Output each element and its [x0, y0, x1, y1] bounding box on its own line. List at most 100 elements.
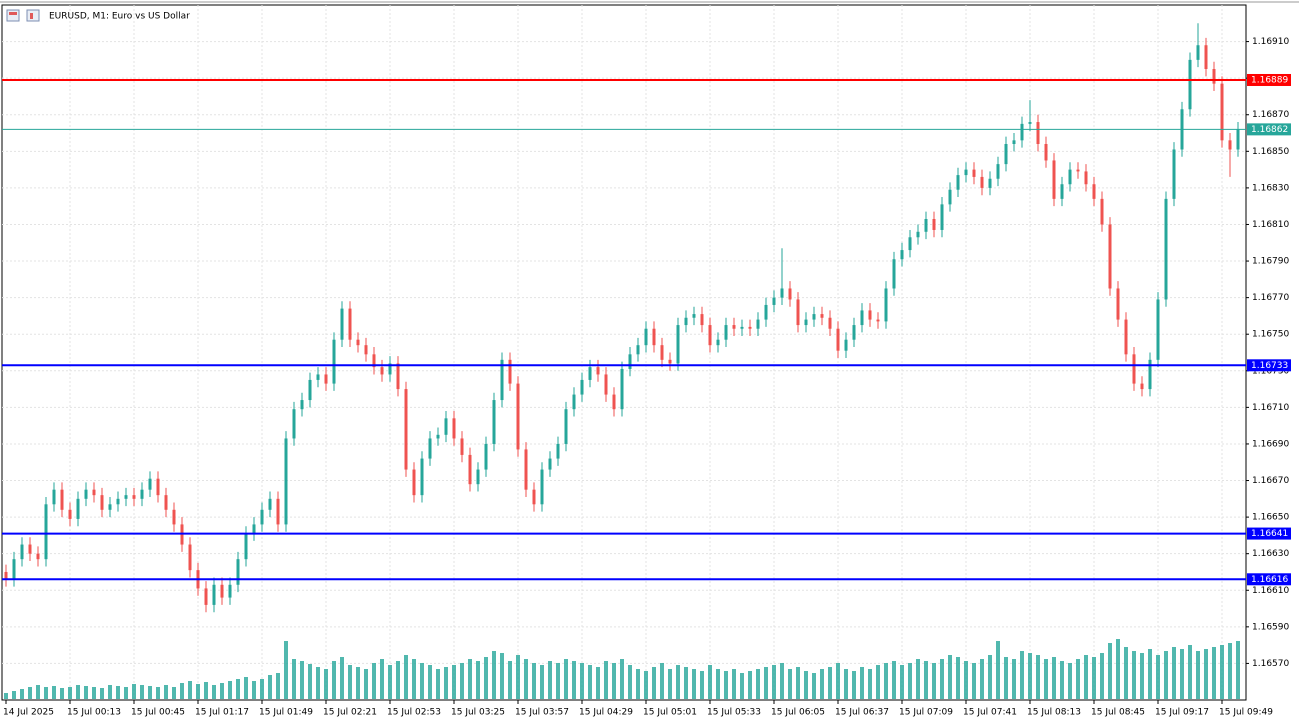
candle-body: [628, 354, 632, 369]
volume-bar: [932, 663, 936, 699]
plot: [2, 5, 1246, 700]
volume-bar: [516, 655, 520, 699]
volume-bar: [1012, 659, 1016, 699]
candle-body: [756, 319, 760, 329]
candle-body: [812, 314, 816, 320]
candle-body: [1068, 169, 1072, 185]
candle-body: [1116, 288, 1120, 320]
icon-part: [9, 12, 17, 15]
candle-body: [140, 489, 144, 499]
volume-bar: [524, 659, 528, 699]
candle-body: [636, 345, 640, 355]
volume-bar: [308, 664, 312, 699]
level-tag: [1247, 527, 1291, 540]
candle-body: [644, 328, 648, 346]
volume-bar: [780, 663, 784, 699]
volume-bar: [12, 691, 16, 699]
candle-body: [1044, 144, 1048, 161]
x-tick-label: 15 Jul 01:49: [259, 708, 313, 718]
candle-body: [620, 368, 624, 410]
volume-bar: [76, 685, 80, 699]
candle-body: [340, 308, 344, 340]
candle-body: [156, 478, 160, 496]
volume-bar: [228, 681, 232, 699]
volume-bar: [372, 663, 376, 699]
candle-body: [524, 449, 528, 490]
x-tick-label: 15 Jul 08:13: [1027, 708, 1081, 718]
candle-body: [244, 533, 248, 560]
candle-body: [324, 374, 328, 384]
candle-body: [956, 175, 960, 190]
volume-bar: [124, 687, 128, 699]
candle-body: [420, 458, 424, 496]
volume-bar: [1116, 639, 1120, 699]
candle-body: [852, 325, 856, 340]
level-label: 1.16862: [1251, 125, 1288, 135]
volume-bar: [252, 681, 256, 699]
volume-bar: [356, 667, 360, 699]
volume-bar: [52, 686, 56, 699]
volume-bar: [772, 665, 776, 699]
x-tick-label: 14 Jul 2025: [3, 708, 54, 718]
y-tick-label: 1.16750: [1252, 330, 1289, 340]
volume-bar: [556, 663, 560, 699]
volume-bar: [1188, 645, 1192, 699]
x-tick-label: 15 Jul 00:13: [67, 708, 121, 718]
candle-body: [876, 319, 880, 322]
y-tick-label: 1.16850: [1252, 147, 1289, 157]
volume-bar: [596, 667, 600, 699]
candle-body: [844, 339, 848, 351]
candle-body: [516, 383, 520, 450]
volume-bar: [1220, 645, 1224, 699]
volume-bar: [428, 665, 432, 699]
candle-body: [428, 438, 432, 459]
candle-body: [700, 314, 704, 326]
candle-body: [788, 288, 792, 300]
candle-body: [20, 544, 24, 560]
candle-body: [1036, 122, 1040, 144]
candle-body: [1204, 45, 1208, 70]
candle-body: [76, 498, 80, 519]
volume-bar: [668, 669, 672, 699]
candle-body: [508, 359, 512, 384]
candle-body: [228, 584, 232, 598]
candle-body: [996, 164, 1000, 179]
candle-body: [108, 504, 112, 510]
candle-body: [1108, 224, 1112, 289]
candle-body: [660, 345, 664, 360]
volume-bar: [140, 685, 144, 699]
candle-body: [348, 308, 352, 340]
candle-body: [36, 553, 40, 560]
candle-body: [212, 584, 216, 605]
candle-body: [492, 400, 496, 444]
y-tick-label: 1.16830: [1252, 183, 1289, 193]
candle-body: [652, 328, 656, 346]
volume-bar: [220, 683, 224, 699]
level-label: 1.16889: [1251, 75, 1288, 85]
candle-body: [292, 409, 296, 439]
candle-body: [980, 176, 984, 188]
volume-bar: [836, 663, 840, 699]
volume-bar: [876, 665, 880, 699]
candle-body: [676, 325, 680, 364]
volume-bar: [1140, 653, 1144, 699]
candle-body: [204, 588, 208, 605]
candle-body: [332, 339, 336, 384]
volume-bar: [860, 667, 864, 699]
candle-body: [860, 310, 864, 326]
toolbar-icon[interactable]: [6, 9, 20, 22]
volume-bar: [620, 659, 624, 699]
volume-bar: [28, 687, 32, 699]
candle-body: [92, 489, 96, 496]
candle-body: [412, 469, 416, 496]
volume-bar: [820, 669, 824, 699]
candle-body: [908, 237, 912, 251]
candle-body: [692, 314, 696, 318]
volume-bar: [444, 667, 448, 699]
candle-body: [1236, 129, 1240, 150]
candle-body: [724, 325, 728, 340]
volume-bar: [628, 665, 632, 699]
volume-bar: [1100, 653, 1104, 699]
volume-bar: [36, 685, 40, 699]
level-label: 1.16641: [1251, 529, 1288, 539]
